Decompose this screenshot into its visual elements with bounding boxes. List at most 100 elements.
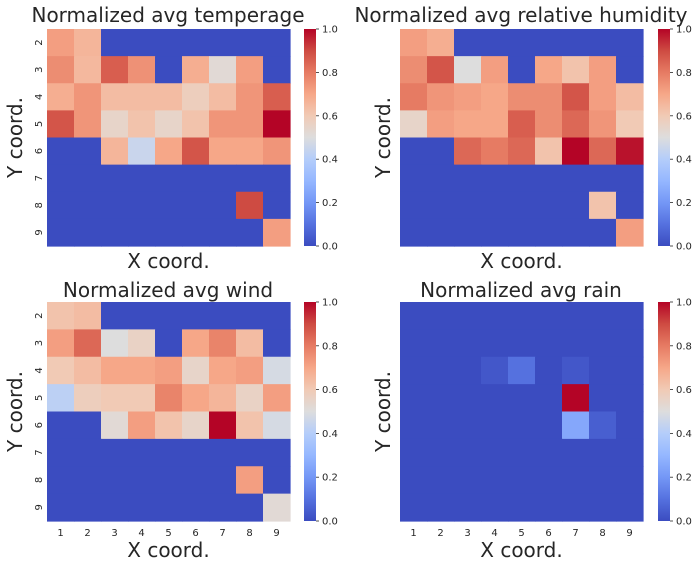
heatmap-cell (481, 164, 509, 193)
heatmap-cell (128, 356, 156, 385)
heatmap-cell (209, 191, 237, 220)
heatmap-cell (101, 356, 129, 385)
y-tick-label: 6 (34, 148, 45, 154)
x-axis-label: X coord. (480, 249, 562, 273)
heatmap-cell (155, 384, 183, 413)
heatmap-cell (616, 83, 644, 111)
heatmap-cell (562, 302, 590, 330)
heatmap-cell (236, 218, 264, 247)
heatmap-cell (47, 302, 75, 330)
heatmap-cell (182, 356, 210, 385)
heatmap-cell (427, 29, 455, 57)
y-tick-label: 9 (34, 229, 45, 235)
colorbar-tick-label: 0.6 (676, 111, 692, 122)
x-tick-label: 8 (599, 528, 605, 539)
heatmap-cell (128, 56, 156, 84)
heatmap-cell (236, 384, 264, 413)
y-tick-label: 3 (34, 340, 45, 346)
heatmap-cell (182, 164, 210, 193)
heatmap-cell (454, 56, 482, 84)
y-axis-label: Y coord. (371, 371, 395, 453)
heatmap-cell (128, 29, 156, 57)
heatmap-cell (454, 83, 482, 111)
y-tick-label: 6 (34, 422, 45, 428)
heatmap-cell (47, 384, 75, 413)
heatmap-cell (182, 493, 210, 522)
x-tick-label: 6 (192, 528, 198, 539)
x-tick-label: 9 (273, 528, 279, 539)
colorbar-tick-label: 0.8 (676, 341, 692, 352)
heatmap-cell (128, 164, 156, 193)
heatmap-cell (535, 411, 563, 440)
heatmap-cell (481, 302, 509, 330)
colorbar-tick-label: 0.6 (676, 385, 692, 396)
colorbar-tick-label: 0.4 (676, 429, 692, 440)
heatmap-cell (236, 493, 264, 522)
heatmap-cell (616, 384, 644, 413)
heatmap-cell (535, 218, 563, 247)
colorbar-tick-label: 1.0 (322, 298, 338, 309)
heatmap-cell (535, 356, 563, 385)
heatmap-cell (236, 356, 264, 385)
heatmap-cell (101, 83, 129, 111)
heatmap-cell (128, 218, 156, 247)
heatmap-cell (128, 83, 156, 111)
heatmap-cell (589, 384, 617, 413)
heatmap-cell (535, 191, 563, 220)
heatmap-cell (101, 29, 129, 57)
heatmap-cell (562, 56, 590, 84)
heatmap-cell (427, 56, 455, 84)
heatmap-cell (155, 329, 183, 358)
heatmap-cell (508, 29, 536, 57)
heatmap-cell (481, 56, 509, 84)
heatmap-cell (454, 110, 482, 139)
heatmap-cell (101, 438, 129, 467)
heatmap-cell (454, 29, 482, 57)
chart-title: Normalized avg temperage (31, 3, 304, 27)
heatmap-cell (209, 218, 237, 247)
heatmap-cell (535, 329, 563, 358)
heatmap-cell (454, 493, 482, 522)
x-tick-label: 1 (410, 528, 416, 539)
heatmap-cell (454, 356, 482, 385)
heatmap-cell (616, 56, 644, 84)
colorbar-tick-label: 0.4 (322, 429, 338, 440)
heatmap-cell (236, 302, 264, 330)
heatmap-cell (508, 302, 536, 330)
heatmap-cell (400, 411, 428, 440)
heatmap-cell (589, 493, 617, 522)
heatmap-cell (508, 191, 536, 220)
heatmap-cell (400, 110, 428, 139)
heatmap-cell (209, 384, 237, 413)
heatmap-cell (263, 110, 291, 139)
heatmap-cell (508, 411, 536, 440)
heatmap-cell (263, 356, 291, 385)
heatmap-cell (263, 384, 291, 413)
colorbar (658, 29, 670, 246)
heatmap-cell (481, 137, 509, 166)
heatmap-cell (589, 329, 617, 358)
heatmap-cell (535, 493, 563, 522)
x-axis-label: X coord. (127, 538, 209, 562)
heatmap-cell (47, 29, 75, 57)
heatmap-cell (481, 191, 509, 220)
heatmap-cell (616, 110, 644, 139)
heatmap-cell (400, 384, 428, 413)
heatmap-cell (101, 493, 129, 522)
heatmap-cell (427, 110, 455, 139)
heatmap-cell (589, 137, 617, 166)
y-axis-label: Y coord. (3, 371, 27, 453)
heatmap-cell (155, 83, 183, 111)
heatmap-cell (155, 56, 183, 84)
heatmap-cell (427, 466, 455, 495)
colorbar-tick-label: 0.2 (676, 198, 692, 209)
y-tick-label: 7 (34, 175, 45, 181)
heatmap-cell (74, 218, 102, 247)
heatmap-cell (481, 493, 509, 522)
heatmap-panel-1: Normalized avg temperage X coord. Y coord.… (3, 3, 338, 273)
heatmap-cell (508, 110, 536, 139)
heatmap-cell (128, 302, 156, 330)
heatmap-cell (74, 191, 102, 220)
heatmap-cell (74, 137, 102, 166)
